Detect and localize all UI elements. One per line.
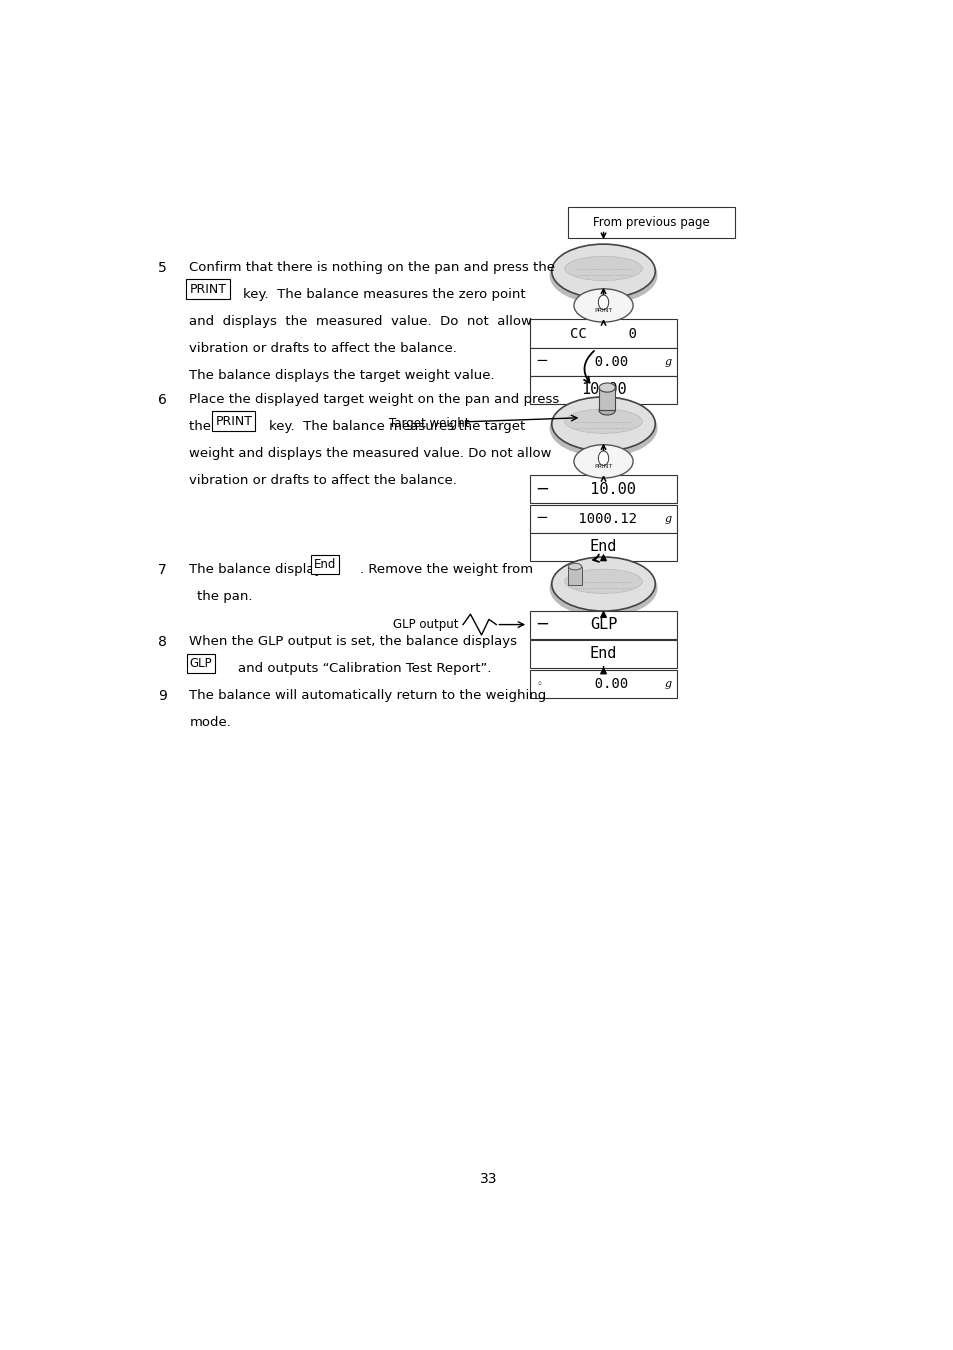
FancyBboxPatch shape bbox=[529, 320, 677, 347]
Text: −: − bbox=[535, 614, 549, 633]
Circle shape bbox=[598, 451, 608, 466]
FancyBboxPatch shape bbox=[529, 533, 677, 560]
FancyBboxPatch shape bbox=[529, 505, 677, 533]
Ellipse shape bbox=[574, 444, 633, 478]
Text: −: − bbox=[535, 510, 548, 525]
Text: 0.00: 0.00 bbox=[578, 355, 628, 369]
Text: End: End bbox=[589, 647, 617, 662]
FancyBboxPatch shape bbox=[529, 347, 677, 375]
Text: The balance displays: The balance displays bbox=[190, 563, 334, 576]
Text: . Remove the weight from: . Remove the weight from bbox=[359, 563, 532, 576]
Ellipse shape bbox=[568, 563, 581, 570]
Text: and outputs “Calibration Test Report”.: and outputs “Calibration Test Report”. bbox=[238, 662, 491, 675]
Text: 33: 33 bbox=[479, 1172, 497, 1185]
Text: key.  The balance measures the zero point: key. The balance measures the zero point bbox=[242, 288, 525, 301]
Text: g: g bbox=[663, 679, 671, 688]
Text: ◦: ◦ bbox=[537, 679, 542, 688]
FancyBboxPatch shape bbox=[529, 640, 677, 668]
Text: key.  The balance measures the target: key. The balance measures the target bbox=[269, 420, 525, 433]
Text: CC     0: CC 0 bbox=[570, 327, 637, 340]
Ellipse shape bbox=[549, 560, 657, 617]
Text: GLP: GLP bbox=[190, 657, 212, 670]
Text: −: − bbox=[535, 354, 548, 369]
Text: PRINT: PRINT bbox=[215, 414, 253, 428]
Text: weight and displays the measured value. Do not allow: weight and displays the measured value. … bbox=[190, 447, 552, 460]
FancyBboxPatch shape bbox=[598, 387, 615, 410]
Text: PRINT: PRINT bbox=[594, 308, 612, 313]
Text: PRINT: PRINT bbox=[190, 282, 226, 296]
Text: 6: 6 bbox=[157, 393, 167, 406]
Text: 9: 9 bbox=[157, 688, 167, 703]
Text: mode.: mode. bbox=[190, 716, 232, 729]
FancyBboxPatch shape bbox=[529, 375, 677, 404]
Text: 8: 8 bbox=[157, 634, 167, 649]
Text: the pan.: the pan. bbox=[196, 590, 253, 603]
Text: g: g bbox=[663, 513, 671, 524]
Ellipse shape bbox=[551, 397, 655, 451]
Text: vibration or drafts to affect the balance.: vibration or drafts to affect the balanc… bbox=[190, 342, 456, 355]
Text: the: the bbox=[190, 420, 215, 433]
Text: Target weight: Target weight bbox=[389, 417, 469, 431]
Ellipse shape bbox=[549, 400, 657, 456]
Text: PRINT: PRINT bbox=[594, 464, 612, 468]
FancyBboxPatch shape bbox=[529, 475, 677, 504]
Ellipse shape bbox=[598, 383, 615, 392]
Text: 10.00: 10.00 bbox=[580, 382, 626, 397]
Text: Confirm that there is nothing on the pan and press the: Confirm that there is nothing on the pan… bbox=[190, 261, 555, 274]
Ellipse shape bbox=[551, 244, 655, 298]
Ellipse shape bbox=[564, 570, 641, 594]
Text: When the GLP output is set, the balance displays: When the GLP output is set, the balance … bbox=[190, 634, 517, 648]
Text: 10.00: 10.00 bbox=[571, 482, 635, 497]
Text: GLP: GLP bbox=[589, 617, 617, 632]
Text: 7: 7 bbox=[157, 563, 166, 578]
Text: vibration or drafts to affect the balance.: vibration or drafts to affect the balanc… bbox=[190, 474, 456, 487]
FancyBboxPatch shape bbox=[568, 567, 581, 586]
Text: −: − bbox=[535, 479, 549, 497]
Text: End: End bbox=[589, 539, 617, 553]
Text: 5: 5 bbox=[157, 261, 166, 275]
Circle shape bbox=[598, 296, 608, 309]
Text: GLP output: GLP output bbox=[393, 618, 457, 630]
Text: 0.00: 0.00 bbox=[578, 676, 628, 691]
Text: End: End bbox=[314, 558, 335, 571]
Ellipse shape bbox=[564, 409, 641, 433]
FancyBboxPatch shape bbox=[529, 610, 677, 639]
Ellipse shape bbox=[551, 558, 655, 612]
Ellipse shape bbox=[598, 406, 615, 414]
Text: g: g bbox=[663, 356, 671, 367]
Text: Place the displayed target weight on the pan and press: Place the displayed target weight on the… bbox=[190, 393, 559, 406]
Text: and  displays  the  measured  value.  Do  not  allow: and displays the measured value. Do not … bbox=[190, 315, 532, 328]
Text: The balance will automatically return to the weighing: The balance will automatically return to… bbox=[190, 688, 546, 702]
FancyBboxPatch shape bbox=[529, 670, 677, 698]
Ellipse shape bbox=[549, 247, 657, 304]
Text: The balance displays the target weight value.: The balance displays the target weight v… bbox=[190, 369, 495, 382]
Text: 1000.12: 1000.12 bbox=[570, 512, 637, 525]
Text: From previous page: From previous page bbox=[593, 216, 709, 228]
FancyBboxPatch shape bbox=[568, 207, 734, 238]
Ellipse shape bbox=[574, 289, 633, 323]
Ellipse shape bbox=[564, 256, 641, 281]
